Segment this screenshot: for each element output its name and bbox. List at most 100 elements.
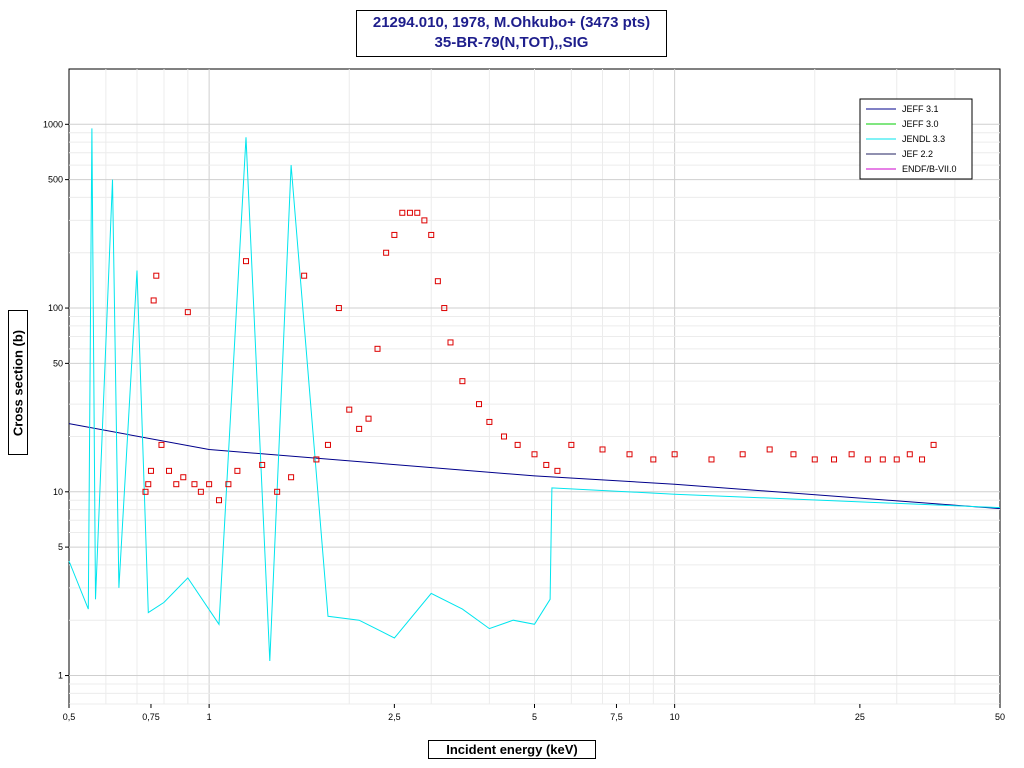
- legend-label: ENDF/B-VII.0: [902, 164, 957, 174]
- x-tick-label: 50: [995, 712, 1005, 722]
- legend-label: JEF 2.2: [902, 149, 933, 159]
- legend-label: JEFF 3.1: [902, 104, 939, 114]
- data-point: [391, 231, 398, 238]
- data-point: [166, 467, 173, 474]
- data-point: [335, 305, 342, 312]
- data-point: [811, 456, 818, 463]
- data-point: [142, 488, 149, 495]
- data-point: [158, 441, 165, 448]
- data-point: [739, 451, 746, 458]
- data-point: [301, 272, 308, 279]
- series-line: [68, 128, 1001, 662]
- data-point: [215, 497, 222, 504]
- y-axis-label-box: Cross section (b): [8, 310, 28, 455]
- data-point: [599, 446, 606, 453]
- data-point: [274, 488, 281, 495]
- legend: JEFF 3.1 JEFF 3.0 JENDL 3.3 JEF 2.2 ENDF/B-V…: [859, 98, 973, 180]
- grid-lines: [69, 69, 1000, 705]
- y-tick-label: 100: [48, 303, 63, 313]
- data-point: [365, 415, 372, 422]
- data-point: [790, 451, 797, 458]
- data-point: [374, 345, 381, 352]
- data-point: [848, 451, 855, 458]
- y-tick-label: 500: [48, 175, 63, 185]
- series-line: [68, 423, 1001, 510]
- data-point: [150, 297, 157, 304]
- x-tick-label: 2,5: [388, 712, 401, 722]
- data-point: [346, 406, 353, 413]
- data-point: [197, 488, 204, 495]
- data-point: [313, 456, 320, 463]
- data-point: [324, 441, 331, 448]
- data-point: [206, 481, 213, 488]
- x-tick-label: 1: [207, 712, 212, 722]
- x-axis-ticks: 0,5 0,75 1 2,5 5 7,5 10 25 50: [63, 704, 1005, 722]
- data-point: [259, 461, 266, 468]
- data-point: [234, 467, 241, 474]
- chart-title-line2: 35-BR-79(N,TOT),,SIG: [434, 34, 589, 51]
- data-point: [383, 249, 390, 256]
- data-point: [434, 278, 441, 285]
- chart-title-box: 21294.010, 1978, M.Ohkubo+ (3473 pts) 35…: [356, 10, 667, 57]
- data-point: [930, 441, 937, 448]
- data-point: [906, 451, 913, 458]
- data-point: [501, 433, 508, 440]
- x-tick-label: 25: [855, 712, 865, 722]
- data-point: [879, 456, 886, 463]
- y-tick-label: 10: [53, 487, 63, 497]
- x-tick-label: 0,75: [142, 712, 160, 722]
- data-point: [543, 461, 550, 468]
- experimental-points: [142, 209, 937, 504]
- x-tick-label: 0,5: [63, 712, 76, 722]
- x-tick-label: 7,5: [610, 712, 623, 722]
- y-tick-label: 1000: [43, 119, 63, 129]
- y-axis-ticks: 1 5 10 50 100 500 1000: [43, 119, 69, 681]
- data-point: [831, 456, 838, 463]
- data-point: [531, 451, 538, 458]
- data-point: [145, 481, 152, 488]
- data-point: [153, 272, 160, 279]
- data-point: [428, 231, 435, 238]
- data-point: [447, 339, 454, 346]
- data-point: [225, 481, 232, 488]
- data-point: [486, 418, 493, 425]
- data-point: [766, 446, 773, 453]
- data-point: [893, 456, 900, 463]
- data-point: [476, 401, 483, 408]
- data-point: [414, 209, 421, 216]
- y-tick-label: 50: [53, 358, 63, 368]
- legend-label: JENDL 3.3: [902, 134, 945, 144]
- data-point: [514, 441, 521, 448]
- data-point: [626, 451, 633, 458]
- y-tick-label: 5: [58, 542, 63, 552]
- data-point: [191, 481, 198, 488]
- data-point: [671, 451, 678, 458]
- data-point: [406, 209, 413, 216]
- evaluation-series: [68, 128, 1001, 662]
- data-point: [459, 378, 466, 385]
- data-point: [147, 467, 154, 474]
- data-point: [173, 481, 180, 488]
- y-axis-label: Cross section (b): [10, 329, 26, 436]
- data-point: [242, 258, 249, 265]
- chart-title-line1: 21294.010, 1978, M.Ohkubo+ (3473 pts): [372, 14, 651, 31]
- data-point: [356, 425, 363, 432]
- data-point: [568, 441, 575, 448]
- y-tick-label: 1: [58, 671, 63, 681]
- data-point: [421, 217, 428, 224]
- data-point: [919, 456, 926, 463]
- x-axis-label: Incident energy (keV): [428, 740, 596, 759]
- data-point: [184, 309, 191, 316]
- data-point: [554, 467, 561, 474]
- data-point: [441, 305, 448, 312]
- data-point: [864, 456, 871, 463]
- data-point: [180, 474, 187, 481]
- data-point: [399, 209, 406, 216]
- x-tick-label: 10: [670, 712, 680, 722]
- data-point: [288, 474, 295, 481]
- data-point: [650, 456, 657, 463]
- x-tick-label: 5: [532, 712, 537, 722]
- legend-label: JEFF 3.0: [902, 119, 939, 129]
- data-point: [708, 456, 715, 463]
